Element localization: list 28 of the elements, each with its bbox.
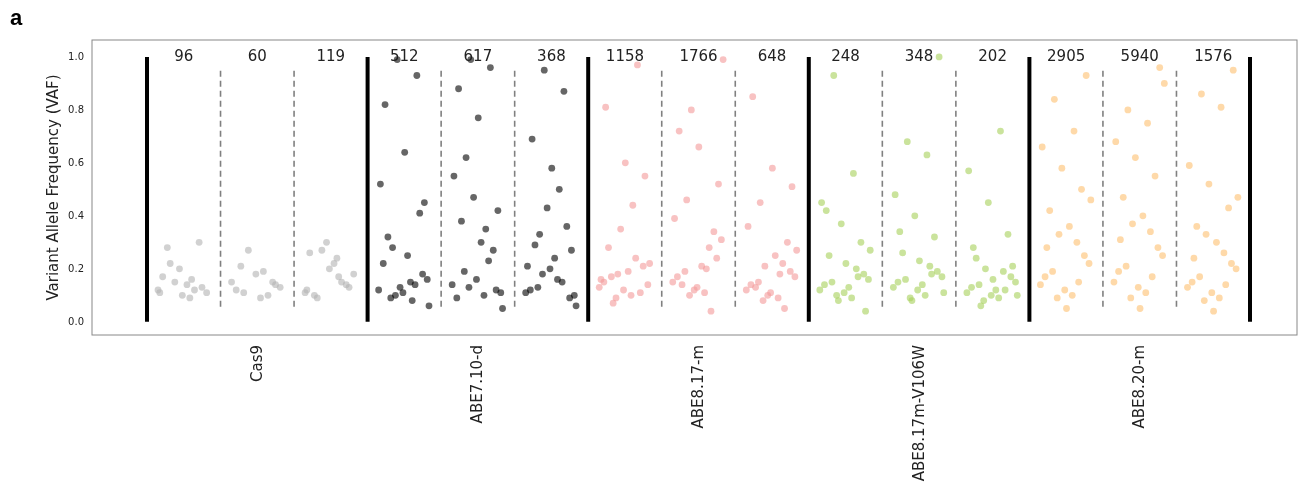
annotation: 248 bbox=[831, 47, 860, 66]
annotation: 1766 bbox=[679, 47, 718, 66]
x-tick-label: ABE8.17m-V106W bbox=[909, 344, 928, 482]
y-tick-label: 0.0 bbox=[68, 315, 84, 327]
annotation: 368 bbox=[537, 47, 566, 66]
y-tick-label: 0.8 bbox=[68, 103, 84, 115]
x-tick-label: Cas9 bbox=[247, 345, 266, 383]
y-tick-label: 0.6 bbox=[68, 156, 84, 168]
annotation: 2905 bbox=[1047, 47, 1086, 66]
y-tick-label: 1.0 bbox=[68, 50, 84, 62]
annotation: 1158 bbox=[605, 47, 645, 66]
annotation: 617 bbox=[463, 47, 493, 66]
y-tick-label: 0.2 bbox=[68, 262, 84, 274]
annotation: 348 bbox=[904, 47, 934, 66]
annotation: 512 bbox=[390, 47, 419, 66]
annotation: 119 bbox=[316, 47, 346, 66]
annotation: 96 bbox=[174, 47, 194, 66]
x-tick-label: ABE8.17-m bbox=[689, 345, 707, 429]
annotation: 202 bbox=[978, 47, 1007, 66]
annotation: 1576 bbox=[1194, 47, 1233, 66]
y-tick-label: 0.4 bbox=[68, 209, 84, 221]
y-axis-title: Variant Allele Frequency (VAF) bbox=[44, 74, 62, 301]
annotation: 648 bbox=[757, 47, 787, 66]
annotation: 60 bbox=[247, 47, 267, 66]
text: a bbox=[10, 5, 23, 30]
annotation: 5940 bbox=[1120, 47, 1159, 66]
x-tick-label: ABE8.20-m bbox=[1130, 345, 1149, 429]
x-tick-label: ABE7.10-d bbox=[468, 345, 487, 424]
